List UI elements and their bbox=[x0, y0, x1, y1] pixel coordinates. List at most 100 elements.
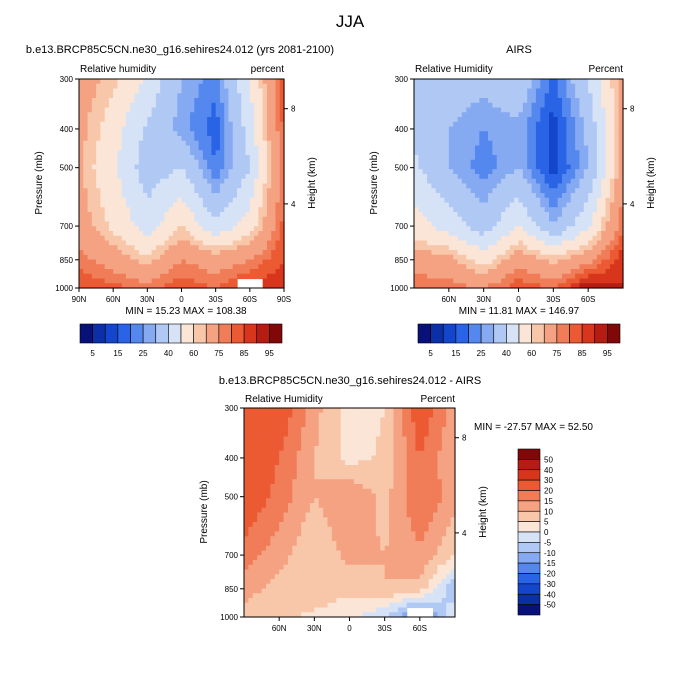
heatmap-cell bbox=[514, 121, 520, 128]
heatmap-cell bbox=[540, 126, 546, 132]
heatmap-cell bbox=[254, 150, 259, 156]
heatmap-cell bbox=[605, 102, 611, 109]
heatmap-cell bbox=[79, 259, 84, 265]
heatmap-cell bbox=[262, 259, 268, 265]
heatmap-cell bbox=[318, 460, 324, 466]
colorbar-label: 95 bbox=[603, 349, 612, 358]
heatmap-cell bbox=[305, 408, 311, 414]
heatmap-cell bbox=[575, 245, 581, 251]
heatmap-cell bbox=[100, 278, 106, 284]
heatmap-cell bbox=[562, 240, 567, 246]
heatmap-cell bbox=[371, 436, 377, 442]
heatmap-cell bbox=[113, 235, 119, 242]
y-axis-label: Pressure (mb) bbox=[369, 151, 380, 214]
heatmap-cell bbox=[609, 197, 615, 204]
heatmap-cell bbox=[261, 412, 267, 419]
heatmap-cell bbox=[483, 117, 489, 123]
heatmap-cell bbox=[79, 102, 84, 109]
heatmap-cell bbox=[470, 178, 476, 185]
heatmap-cell bbox=[177, 226, 183, 232]
heatmap-cell bbox=[143, 188, 148, 194]
heatmap-cell bbox=[211, 273, 217, 280]
heatmap-cell bbox=[446, 450, 452, 457]
heatmap-cell bbox=[562, 221, 567, 227]
heatmap-cell bbox=[431, 216, 437, 223]
heatmap-cell bbox=[168, 188, 174, 194]
heatmap-cell bbox=[172, 102, 178, 109]
heatmap-cell bbox=[215, 159, 221, 166]
heatmap-cell bbox=[535, 140, 541, 147]
heatmap-cell bbox=[91, 250, 97, 256]
heatmap-cell bbox=[479, 83, 485, 90]
heatmap-cell bbox=[375, 412, 381, 419]
heatmap-cell bbox=[323, 422, 329, 428]
heatmap-cell bbox=[143, 178, 148, 185]
heatmap-cell bbox=[224, 197, 230, 204]
heatmap-cell bbox=[522, 126, 528, 132]
heatmap-cell bbox=[245, 150, 251, 156]
heatmap-cell bbox=[83, 259, 89, 265]
heatmap-cell bbox=[287, 408, 293, 414]
heatmap-cell bbox=[181, 126, 187, 132]
heatmap-cell bbox=[483, 150, 489, 156]
heatmap-cell bbox=[358, 446, 364, 452]
heatmap-cell bbox=[241, 207, 247, 213]
heatmap-cell bbox=[501, 202, 507, 208]
heatmap-cell bbox=[418, 269, 424, 275]
heatmap-cell bbox=[418, 140, 424, 147]
heatmap-cell bbox=[614, 283, 620, 289]
heatmap-cell bbox=[91, 98, 97, 104]
heatmap-cell bbox=[575, 254, 581, 261]
heatmap-cell bbox=[540, 183, 546, 189]
heatmap-cell bbox=[444, 150, 450, 156]
heatmap-cell bbox=[190, 193, 195, 199]
heatmap-cell bbox=[160, 221, 166, 227]
heatmap-cell bbox=[245, 117, 251, 123]
heatmap-cell bbox=[483, 207, 489, 213]
heatmap-cell bbox=[117, 107, 123, 113]
heatmap-cell bbox=[185, 126, 191, 132]
heatmap-cell bbox=[151, 136, 157, 142]
heatmap-cell bbox=[453, 150, 459, 156]
heatmap-cell bbox=[130, 221, 136, 227]
heatmap-cell bbox=[518, 269, 524, 275]
heatmap-cell bbox=[601, 278, 607, 284]
heatmap-cell bbox=[431, 88, 437, 94]
heatmap-cell bbox=[224, 136, 230, 142]
heatmap-cell bbox=[340, 417, 346, 423]
heatmap-cell bbox=[531, 102, 537, 109]
heatmap-cell bbox=[492, 221, 498, 227]
heatmap-cell bbox=[279, 269, 285, 275]
heatmap-cell bbox=[505, 278, 511, 284]
heatmap-cell bbox=[143, 79, 148, 85]
heatmap-cell bbox=[501, 259, 507, 265]
heatmap-cell bbox=[609, 183, 615, 189]
heatmap-cell bbox=[518, 226, 524, 232]
heatmap-cell bbox=[172, 245, 178, 251]
heatmap-cell bbox=[143, 169, 148, 175]
heatmap-cell bbox=[113, 88, 119, 94]
heatmap-cell bbox=[257, 427, 263, 433]
heatmap-cell bbox=[440, 159, 446, 166]
heatmap-cell bbox=[453, 216, 459, 223]
heatmap-cell bbox=[164, 83, 170, 90]
heatmap-cell bbox=[488, 102, 493, 109]
heatmap-cell bbox=[466, 283, 472, 289]
heatmap-cell bbox=[453, 121, 459, 128]
heatmap-cell bbox=[219, 231, 225, 237]
heatmap-cell bbox=[492, 164, 498, 170]
heatmap-cell bbox=[257, 455, 263, 461]
heatmap-cell bbox=[557, 174, 563, 180]
heatmap-cell bbox=[358, 427, 364, 433]
heatmap-cell bbox=[274, 469, 280, 476]
heatmap-cell bbox=[588, 102, 594, 109]
heatmap-cell bbox=[544, 245, 550, 251]
heatmap-cell bbox=[266, 283, 272, 289]
heatmap-cell bbox=[194, 88, 200, 94]
x-tick-label: 30S bbox=[546, 295, 560, 304]
heatmap-cell bbox=[592, 221, 598, 227]
heatmap-cell bbox=[104, 207, 110, 213]
heatmap-cell bbox=[618, 155, 624, 161]
heatmap-cell bbox=[177, 117, 183, 123]
heatmap-cell bbox=[190, 159, 195, 166]
